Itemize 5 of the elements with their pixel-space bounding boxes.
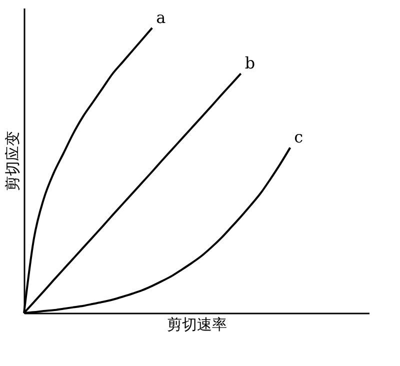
series-label: b [244, 54, 256, 73]
x-axis-title: 剪切速率 [167, 316, 227, 334]
series-label: a [156, 8, 166, 27]
y-axis-title: 剪切应变 [4, 131, 22, 191]
series-label: c [294, 128, 304, 147]
